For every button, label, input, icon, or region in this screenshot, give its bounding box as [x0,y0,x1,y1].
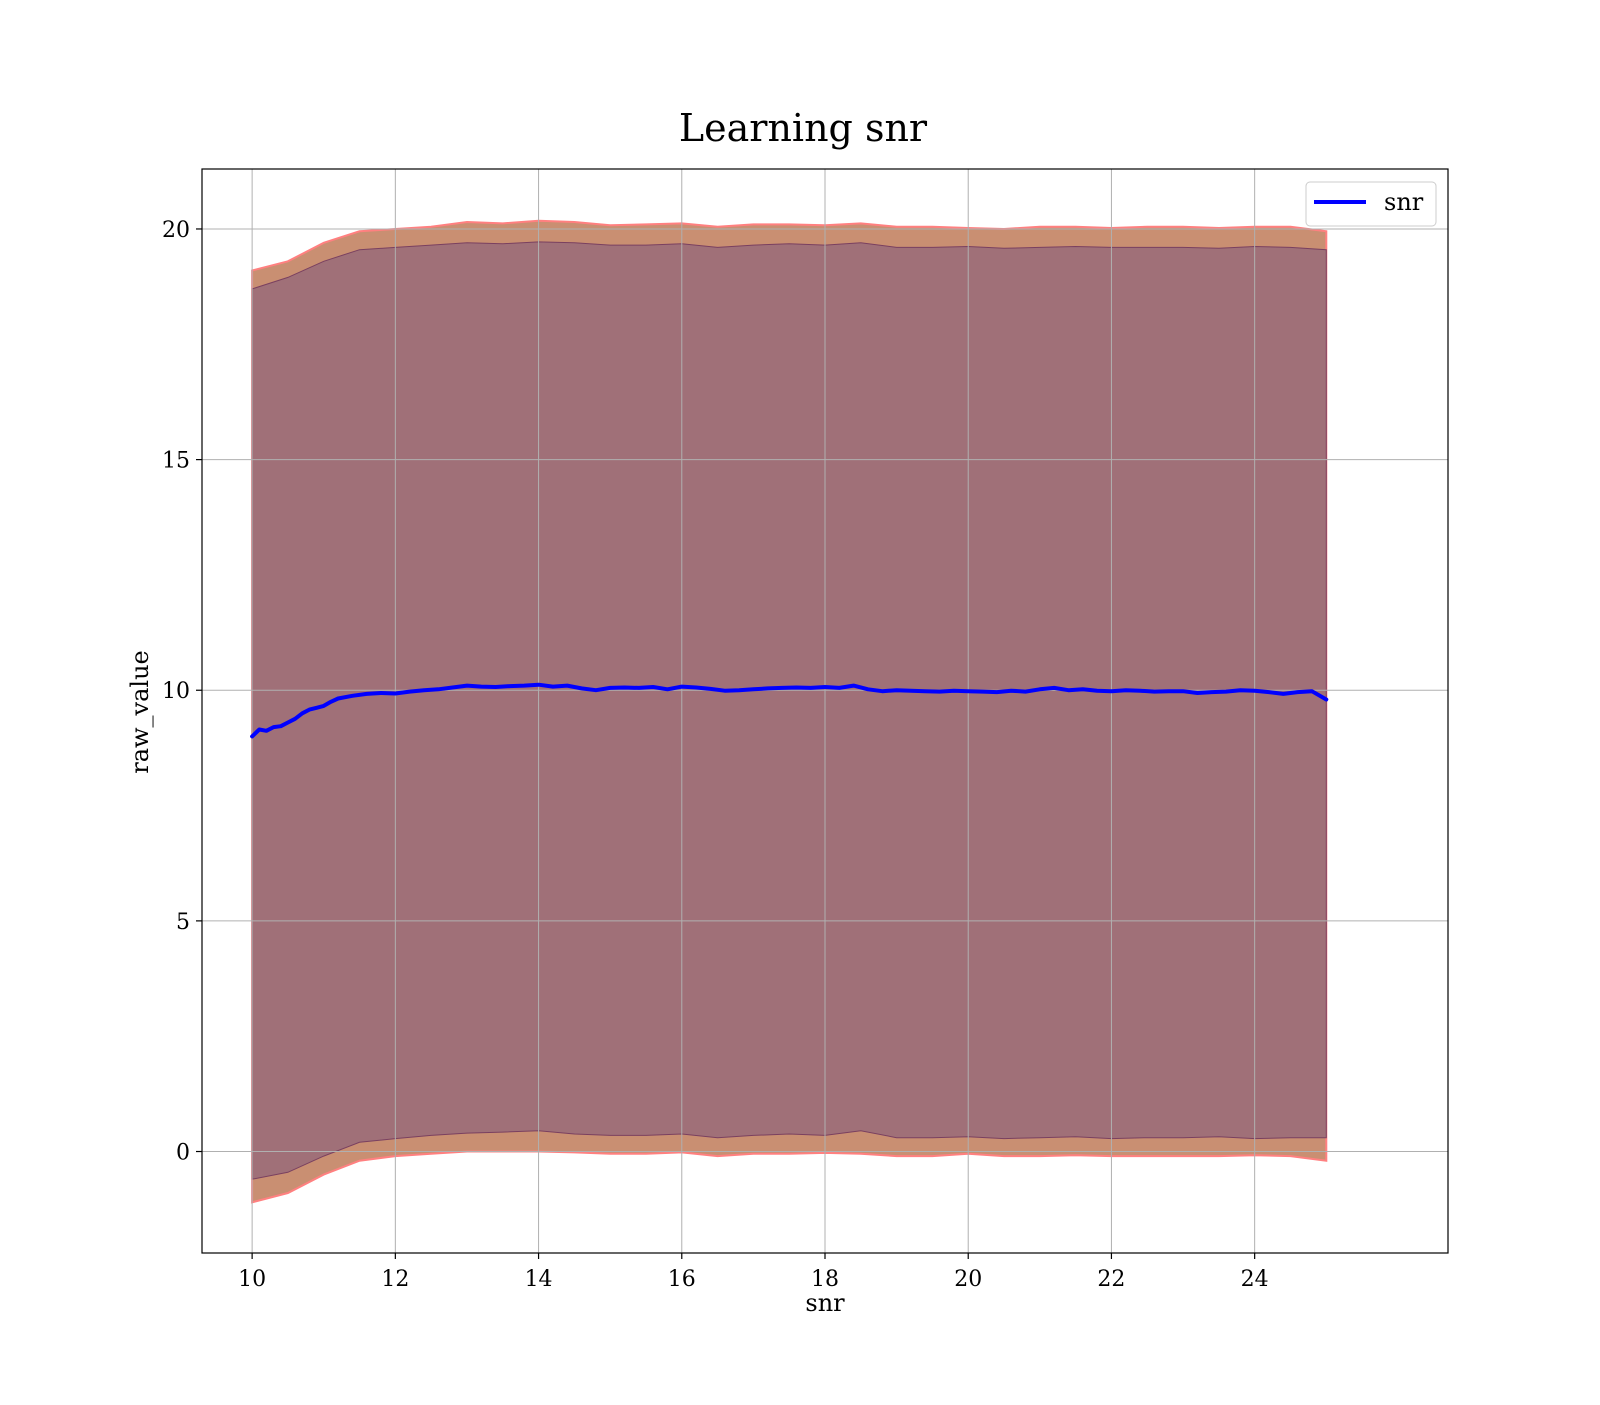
series-line-snr [250,682,1329,739]
y-tick-label: 10 [162,679,190,704]
x-tick-label: 12 [381,1267,409,1292]
x-tick-label: 14 [525,1267,553,1292]
x-tick-label: 18 [811,1267,839,1292]
legend-box [1305,181,1437,227]
y-tick-label: 5 [176,910,190,935]
legend-label-snr: snr [1384,188,1424,216]
x-axis-label: snr [805,1289,845,1317]
confidence-bands [251,219,1328,1204]
y-tick-label: 0 [176,1141,190,1166]
series-lines [250,682,1329,739]
y-axis-label: raw_value [126,650,154,774]
x-tick-label: 24 [1241,1267,1269,1292]
x-tick-label: 20 [954,1267,982,1292]
x-axis-ticks: 10 12 14 16 18 20 22 24 [238,1253,1269,1292]
legend: snr [1305,181,1437,227]
y-axis-ticks: 0 5 10 15 20 [162,218,202,1166]
x-tick-label: 16 [668,1267,696,1292]
x-tick-label: 10 [238,1267,266,1292]
x-tick-label: 22 [1097,1267,1125,1292]
y-tick-label: 20 [162,218,190,243]
y-tick-label: 15 [162,449,190,474]
band-inner [251,241,1327,1180]
chart-title: Learning snr [679,106,928,150]
